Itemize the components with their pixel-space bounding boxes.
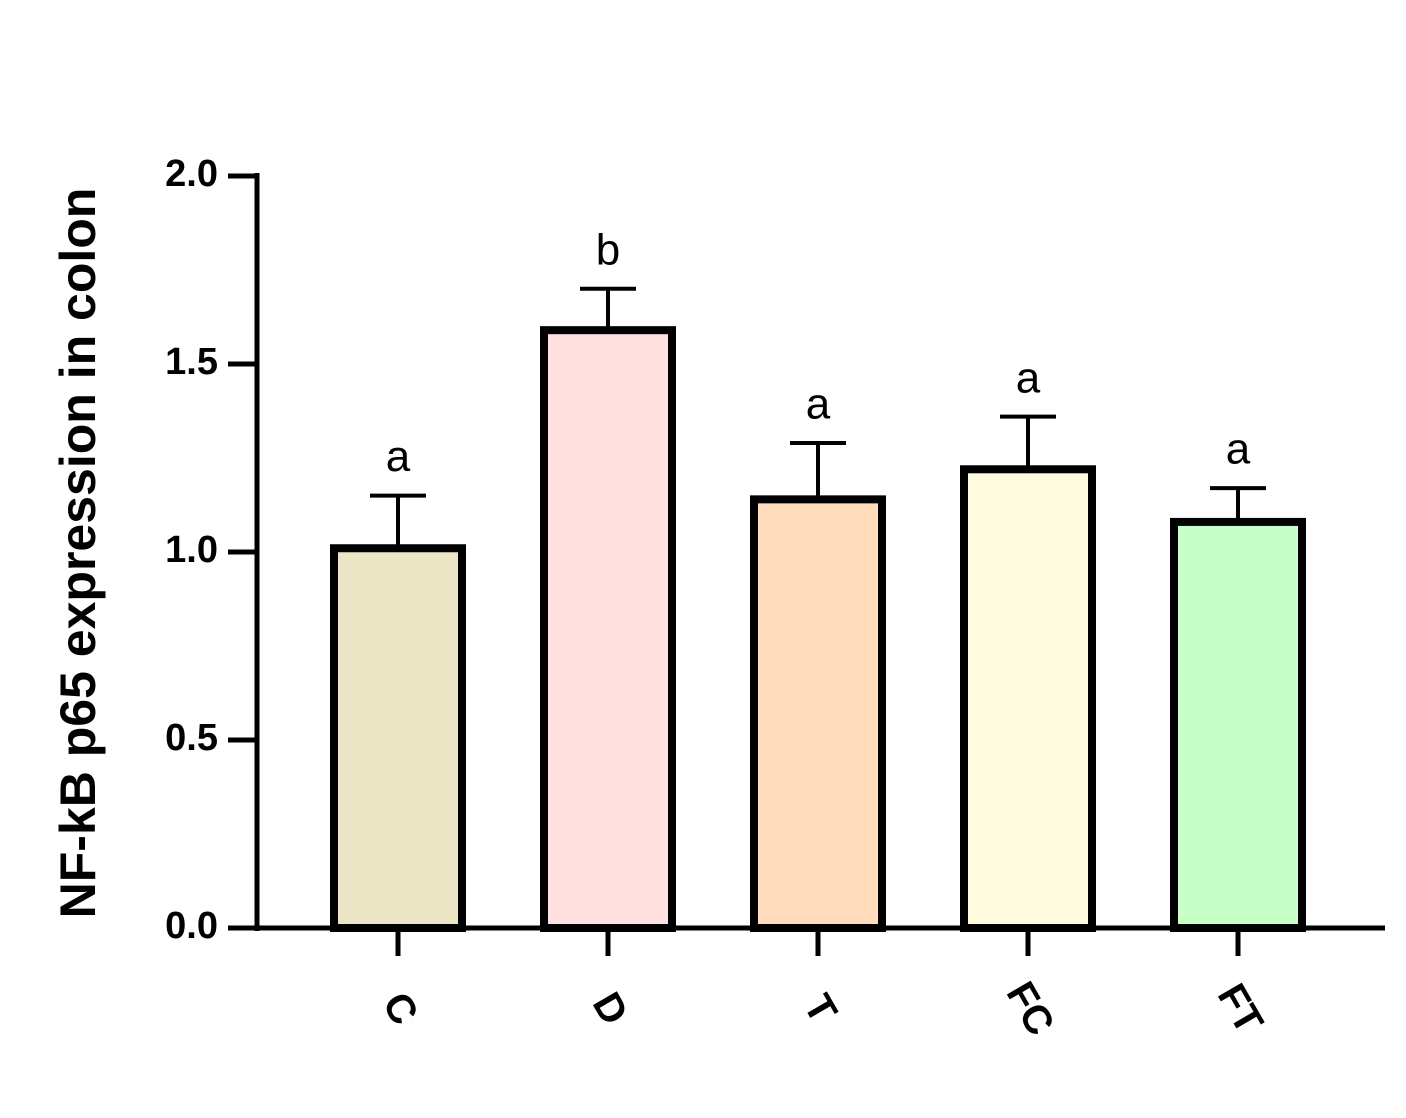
x-tick-label: T bbox=[795, 987, 845, 1030]
annotation: a bbox=[1016, 353, 1041, 402]
x-tick-label: FT bbox=[1209, 977, 1272, 1041]
bar bbox=[330, 544, 466, 932]
x-tick-label: C bbox=[374, 985, 427, 1032]
bar bbox=[960, 465, 1096, 932]
annotation: a bbox=[806, 380, 831, 429]
annotation: a bbox=[1226, 425, 1251, 474]
x-tick-label: FC bbox=[998, 975, 1063, 1043]
bar bbox=[750, 495, 886, 932]
annotation: a bbox=[386, 432, 411, 481]
y-tick-label: 0.5 bbox=[165, 717, 218, 759]
y-tick-label: 2.0 bbox=[165, 153, 218, 195]
bar bbox=[1170, 517, 1306, 932]
bar bbox=[540, 326, 676, 933]
y-tick-label: 1.0 bbox=[165, 529, 218, 571]
y-tick-label: 0.0 bbox=[165, 905, 218, 947]
y-tick-label: 1.5 bbox=[165, 341, 218, 383]
x-tick-label: D bbox=[584, 985, 637, 1032]
annotation: b bbox=[596, 225, 620, 274]
y-axis-title: NF-kB p65 expression in colon bbox=[50, 188, 106, 919]
